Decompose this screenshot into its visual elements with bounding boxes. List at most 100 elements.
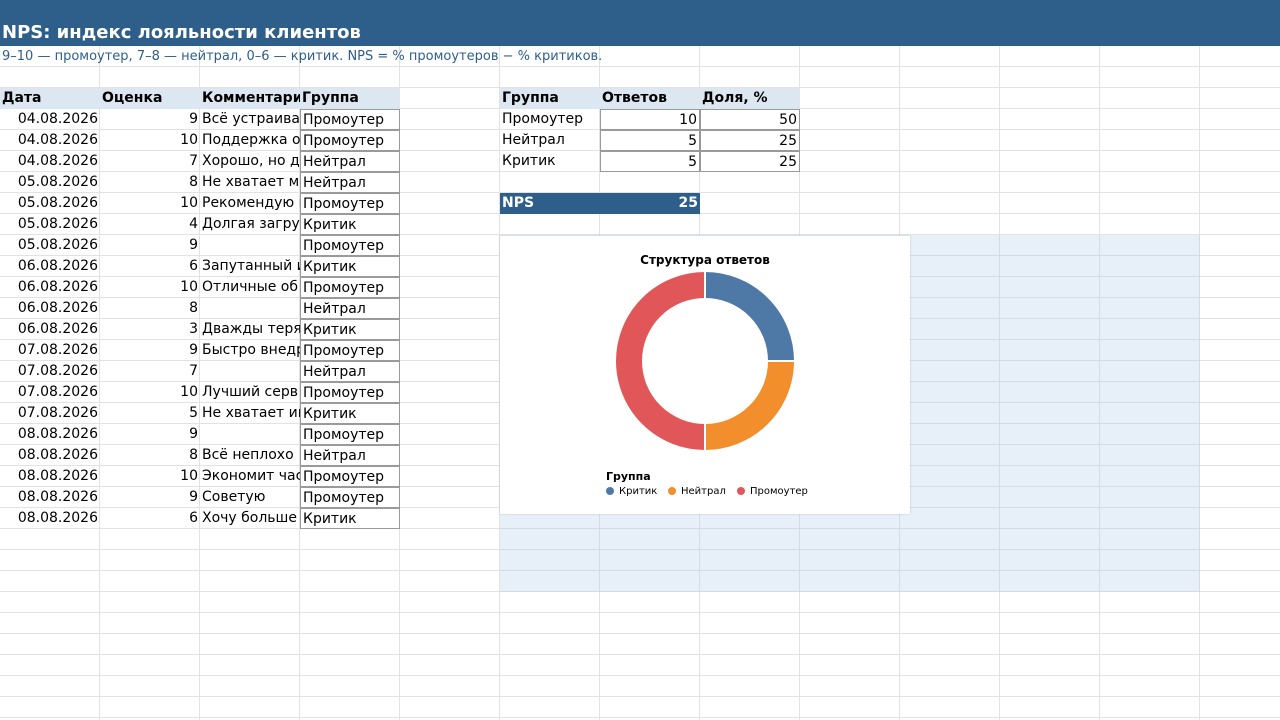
group-cell[interactable]: Промоутер	[300, 277, 400, 298]
comment-cell[interactable]: Советую	[202, 489, 266, 505]
donut-slice-1[interactable]	[704, 360, 797, 453]
date-cell[interactable]: 05.08.2026	[17, 174, 98, 190]
date-cell[interactable]: 08.08.2026	[17, 489, 98, 505]
score-cell[interactable]: 8	[189, 174, 198, 190]
nps-label[interactable]: NPS	[500, 193, 600, 214]
legend-item[interactable]: Нейтрал	[668, 485, 726, 499]
score-cell[interactable]: 6	[189, 510, 198, 526]
date-cell[interactable]: 06.08.2026	[17, 300, 98, 316]
date-cell[interactable]: 06.08.2026	[17, 279, 98, 295]
score-cell[interactable]: 10	[180, 195, 198, 211]
summary-count-cell[interactable]: 10	[600, 109, 700, 130]
comment-cell[interactable]: Хочу больше	[202, 510, 297, 526]
score-cell[interactable]: 10	[180, 132, 198, 148]
date-cell[interactable]: 04.08.2026	[17, 132, 98, 148]
date-cell[interactable]: 06.08.2026	[17, 258, 98, 274]
col-header-date[interactable]: Дата	[0, 88, 100, 109]
summary-share-cell[interactable]: 25	[700, 130, 800, 151]
group-cell[interactable]: Промоутер	[300, 382, 400, 403]
group-cell[interactable]: Промоутер	[300, 340, 400, 361]
group-cell[interactable]: Промоутер	[300, 487, 400, 508]
group-cell[interactable]: Критик	[300, 214, 400, 235]
group-cell[interactable]: Промоутер	[300, 424, 400, 445]
group-cell[interactable]: Критик	[300, 508, 400, 529]
comment-cell[interactable]: Отличные об	[202, 279, 298, 295]
date-cell[interactable]: 07.08.2026	[17, 384, 98, 400]
comment-cell[interactable]: Быстро внедр	[202, 342, 300, 358]
col-header-score[interactable]: Оценка	[100, 88, 200, 109]
date-cell[interactable]: 07.08.2026	[17, 405, 98, 421]
group-cell[interactable]: Промоутер	[300, 193, 400, 214]
group-cell[interactable]: Промоутер	[300, 466, 400, 487]
group-cell[interactable]: Критик	[300, 256, 400, 277]
group-cell[interactable]: Промоутер	[300, 235, 400, 256]
comment-cell[interactable]: Всё неплохо	[202, 447, 294, 463]
legend-item[interactable]: Промоутер	[737, 485, 808, 499]
date-cell[interactable]: 08.08.2026	[17, 510, 98, 526]
score-cell[interactable]: 7	[189, 363, 198, 379]
summary-share-cell[interactable]: 25	[700, 151, 800, 172]
group-cell[interactable]: Нейтрал	[300, 298, 400, 319]
comment-cell[interactable]: Не хватает ин	[202, 405, 300, 421]
summary-group-cell[interactable]: Промоутер	[502, 111, 584, 127]
score-cell[interactable]: 5	[189, 405, 198, 421]
col-header-comment[interactable]: Комментари	[200, 88, 300, 109]
summary-count-cell[interactable]: 5	[600, 151, 700, 172]
comment-cell[interactable]: Дважды терял	[202, 321, 300, 337]
date-cell[interactable]: 08.08.2026	[17, 468, 98, 484]
comment-cell[interactable]: Экономит час	[202, 468, 300, 484]
comment-cell[interactable]	[200, 361, 300, 382]
summary-group-cell[interactable]: Нейтрал	[502, 132, 565, 148]
date-cell[interactable]: 08.08.2026	[17, 426, 98, 442]
summary-count-cell[interactable]: 5	[600, 130, 700, 151]
date-cell[interactable]: 04.08.2026	[17, 111, 98, 127]
score-cell[interactable]: 10	[180, 468, 198, 484]
comment-cell[interactable]	[200, 298, 300, 319]
score-cell[interactable]: 3	[189, 321, 198, 337]
date-cell[interactable]: 08.08.2026	[17, 447, 98, 463]
score-cell[interactable]: 6	[189, 258, 198, 274]
date-cell[interactable]: 05.08.2026	[17, 237, 98, 253]
comment-cell[interactable]: Рекомендую к	[202, 195, 300, 211]
group-cell[interactable]: Промоутер	[300, 130, 400, 151]
col-header-group[interactable]: Группа	[300, 88, 400, 109]
donut-slice-0[interactable]	[704, 269, 797, 362]
comment-cell[interactable]: Всё устраивае	[202, 111, 300, 127]
summary-group-cell[interactable]: Критик	[502, 153, 556, 169]
score-cell[interactable]: 10	[180, 279, 198, 295]
date-cell[interactable]: 07.08.2026	[17, 363, 98, 379]
group-cell[interactable]: Критик	[300, 403, 400, 424]
score-cell[interactable]: 9	[189, 237, 198, 253]
comment-cell[interactable]	[200, 235, 300, 256]
score-cell[interactable]: 9	[189, 426, 198, 442]
score-cell[interactable]: 4	[189, 216, 198, 232]
group-cell[interactable]: Нейтрал	[300, 445, 400, 466]
group-cell[interactable]: Критик	[300, 319, 400, 340]
group-cell[interactable]: Нейтрал	[300, 361, 400, 382]
group-cell[interactable]: Промоутер	[300, 109, 400, 130]
comment-cell[interactable]: Лучший серв	[202, 384, 298, 400]
comment-cell[interactable]: Поддержка от	[202, 132, 300, 148]
donut-slice-2[interactable]	[614, 269, 706, 453]
date-cell[interactable]: 05.08.2026	[17, 195, 98, 211]
group-cell[interactable]: Нейтрал	[300, 172, 400, 193]
group-cell[interactable]: Нейтрал	[300, 151, 400, 172]
date-cell[interactable]: 07.08.2026	[17, 342, 98, 358]
comment-cell[interactable]	[200, 424, 300, 445]
score-cell[interactable]: 8	[189, 300, 198, 316]
donut-chart[interactable]: Структура ответов Группа Критик Нейтрал Пр…	[500, 236, 910, 514]
score-cell[interactable]: 7	[189, 153, 198, 169]
score-cell[interactable]: 8	[189, 447, 198, 463]
summary-share-cell[interactable]: 50	[700, 109, 800, 130]
legend-item[interactable]: Критик	[606, 485, 657, 499]
score-cell[interactable]: 9	[189, 342, 198, 358]
comment-cell[interactable]: Не хватает мо	[202, 174, 300, 190]
summary-header-share[interactable]: Доля, %	[700, 88, 800, 109]
comment-cell[interactable]: Долгая загруз	[202, 216, 300, 232]
nps-value[interactable]: 25	[600, 193, 700, 214]
comment-cell[interactable]: Запутанный и	[202, 258, 300, 274]
summary-header-group[interactable]: Группа	[500, 88, 600, 109]
summary-header-count[interactable]: Ответов	[600, 88, 700, 109]
date-cell[interactable]: 05.08.2026	[17, 216, 98, 232]
score-cell[interactable]: 9	[189, 111, 198, 127]
